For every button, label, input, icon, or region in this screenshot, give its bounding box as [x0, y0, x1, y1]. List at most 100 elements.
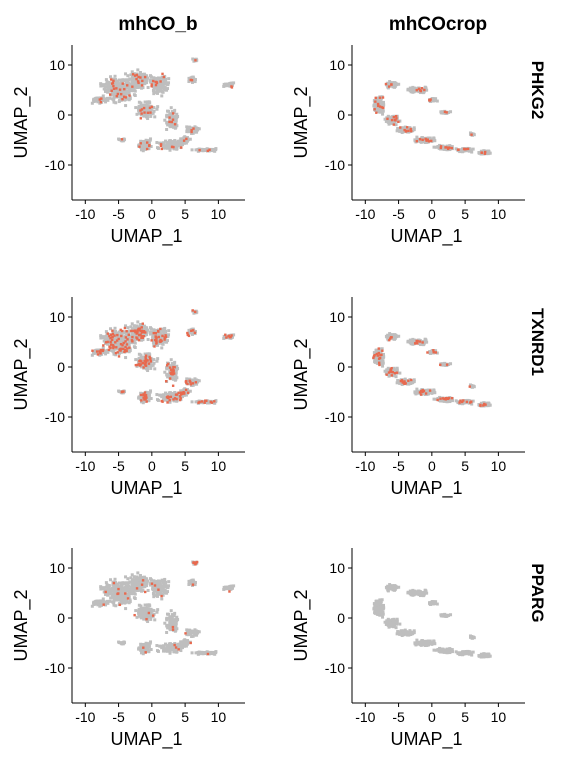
cell-point — [412, 126, 416, 130]
expressed-cell-point — [190, 329, 193, 332]
cell-point — [130, 583, 134, 587]
expressed-cell-point — [169, 395, 173, 399]
cell-point — [412, 379, 416, 383]
cell-point — [164, 584, 168, 588]
cell-point — [108, 84, 112, 88]
cell-point — [373, 101, 377, 105]
cell-point — [162, 145, 166, 149]
expressed-cell-point — [140, 84, 144, 87]
cell-point — [148, 109, 152, 113]
cell-point — [179, 140, 183, 144]
expressed-cell-point — [390, 83, 393, 86]
cell-point — [122, 91, 126, 95]
expressed-cell-point — [149, 360, 153, 363]
cell-point — [132, 72, 136, 76]
expressed-cell-point — [394, 119, 397, 122]
cell-point — [429, 138, 433, 142]
expressed-cell-point — [421, 341, 424, 344]
y-tick-label: -10 — [45, 157, 65, 173]
cell-point — [99, 585, 103, 589]
expressed-cell-point — [108, 93, 112, 96]
cell-point — [185, 129, 189, 133]
cell-point — [161, 342, 165, 346]
expressed-cell-point — [161, 400, 164, 403]
cell-point — [159, 579, 163, 583]
cell-point — [190, 75, 194, 79]
cell-point — [134, 609, 138, 613]
cell-point — [124, 324, 128, 328]
expressed-cell-point — [159, 340, 162, 343]
cell-point — [144, 146, 148, 150]
expressed-cell-point — [197, 401, 200, 404]
cell-point — [118, 98, 122, 102]
expressed-cell-point — [108, 345, 111, 348]
expressed-cell-point — [393, 372, 397, 375]
cell-point — [141, 355, 145, 359]
expressed-cell-point — [125, 349, 128, 353]
expressed-cell-point — [171, 368, 174, 371]
cell-point — [174, 115, 178, 119]
expressed-cell-point — [164, 335, 168, 339]
expressed-cell-point — [229, 335, 232, 339]
cell-point — [101, 597, 105, 601]
cell-point — [158, 82, 162, 86]
expressed-cell-point — [137, 75, 140, 79]
expressed-cell-point — [420, 87, 424, 90]
expressed-cell-point — [157, 335, 160, 339]
cell-point — [174, 628, 178, 632]
cell-point — [175, 364, 179, 368]
expressed-cell-point — [112, 346, 115, 350]
cell-point — [134, 584, 138, 588]
cell-point — [144, 113, 148, 117]
cell-point — [157, 341, 161, 345]
expressed-cell-point — [190, 130, 193, 134]
cell-point — [109, 327, 113, 331]
cell-point — [156, 398, 160, 402]
expressed-cell-point — [421, 138, 424, 142]
cell-point — [170, 622, 174, 626]
row-label-phkg2: PHKG2 — [528, 61, 547, 120]
cell-point — [463, 149, 467, 153]
cell-point — [166, 144, 170, 148]
cell-point — [134, 80, 138, 84]
cell-point — [194, 126, 198, 130]
cell-point — [139, 365, 143, 369]
expressed-cell-point — [125, 343, 129, 346]
expressed-cell-point — [194, 59, 197, 62]
expressed-cell-point — [390, 118, 394, 122]
expressed-cell-point — [143, 398, 146, 401]
expressed-cell-point — [131, 85, 134, 88]
cell-point — [139, 324, 143, 328]
cell-point — [105, 599, 109, 603]
cell-point — [149, 327, 153, 331]
cell-point — [191, 380, 195, 384]
cell-point — [113, 336, 117, 340]
cell-point — [165, 616, 169, 620]
cell-point — [138, 74, 142, 78]
cell-point — [374, 350, 378, 354]
expressed-cell-point — [121, 82, 124, 85]
expressed-cell-point — [111, 344, 115, 347]
cell-point — [107, 584, 111, 588]
cell-point — [118, 601, 122, 605]
y-tick-label: 0 — [337, 359, 345, 375]
cell-point — [381, 359, 385, 363]
expressed-cell-point — [128, 346, 131, 349]
cell-point — [118, 86, 122, 90]
cell-point — [166, 339, 170, 343]
cell-point — [477, 151, 481, 155]
cell-point — [468, 383, 472, 387]
expressed-cell-point — [397, 120, 400, 124]
cell-point — [146, 76, 150, 80]
expressed-cell-point — [91, 349, 94, 352]
cell-point — [119, 585, 123, 589]
cell-point — [132, 79, 136, 83]
cell-point — [129, 73, 133, 77]
cell-point — [454, 399, 458, 403]
cell-point — [190, 331, 194, 335]
cell-point — [226, 83, 230, 87]
cell-point — [131, 87, 135, 91]
cell-point — [146, 603, 150, 607]
cell-point — [134, 577, 138, 581]
cell-point — [375, 360, 379, 364]
